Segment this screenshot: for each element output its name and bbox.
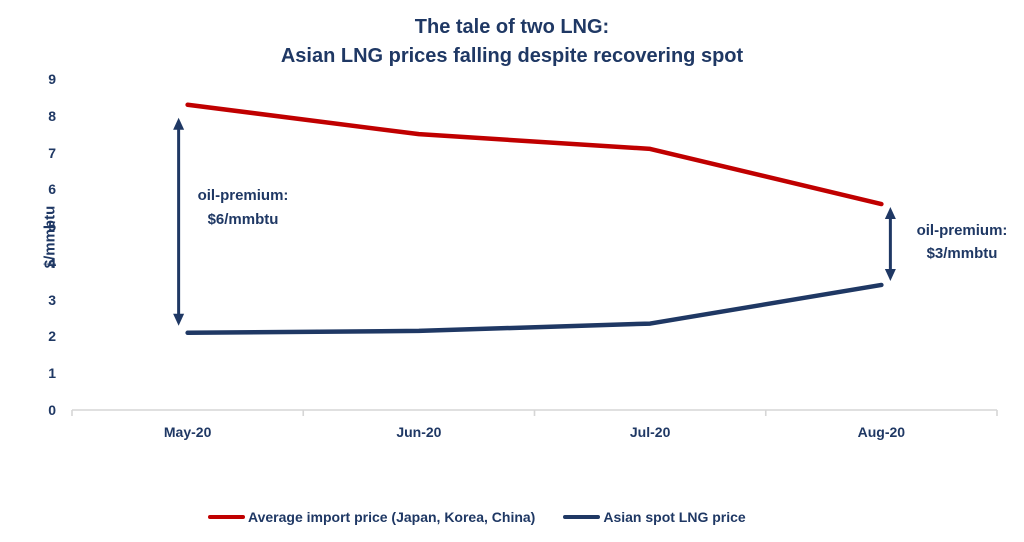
y-tick-label: 3 bbox=[48, 291, 56, 308]
x-tick-label: Jun-20 bbox=[396, 424, 442, 440]
y-tick-label: 1 bbox=[48, 365, 56, 382]
oil-premium-left-line1: oil-premium: bbox=[197, 187, 289, 204]
legend-item-spot-price: Asian spot LNG price bbox=[563, 509, 746, 525]
x-tick-label: Aug-20 bbox=[857, 424, 906, 440]
y-tick-label: 5 bbox=[48, 218, 56, 235]
legend-label-import-price: Average import price (Japan, Korea, Chin… bbox=[248, 509, 536, 525]
x-tick-label: May-20 bbox=[163, 424, 212, 440]
oil-premium-annotation-right: oil-premium: $3/mmbtu bbox=[901, 219, 1023, 265]
spot-price-line bbox=[185, 282, 884, 336]
y-tick-label: 9 bbox=[48, 71, 56, 87]
legend-item-import-price: Average import price (Japan, Korea, Chin… bbox=[208, 509, 535, 525]
legend: Average import price (Japan, Korea, Chin… bbox=[208, 509, 746, 525]
y-tick-label: 7 bbox=[48, 144, 56, 161]
y-tick-label: 0 bbox=[48, 402, 56, 418]
y-tick-label: 8 bbox=[48, 107, 56, 124]
spot-price-line-swatch bbox=[563, 515, 601, 519]
y-tick-label: 2 bbox=[48, 328, 56, 345]
legend-label-spot-price: Asian spot LNG price bbox=[603, 509, 746, 525]
chart-title: The tale of two LNG: Asian LNG prices fa… bbox=[0, 13, 1024, 71]
oil-premium-arrow-right-arrowhead-down-icon bbox=[884, 268, 896, 281]
chart-title-line2: Asian LNG prices falling despite recover… bbox=[280, 45, 744, 67]
oil-premium-right-line2: $3/mmbtu bbox=[926, 245, 998, 262]
oil-premium-annotation-left: oil-premium: $6/mmbtu bbox=[183, 184, 303, 232]
oil-premium-arrow-left-arrowhead-up-icon bbox=[173, 117, 185, 130]
import-price-line-swatch bbox=[208, 515, 245, 519]
oil-premium-arrow-right-arrowhead-up-icon bbox=[884, 207, 896, 220]
import-price-line bbox=[185, 102, 884, 207]
oil-premium-left-line2: $6/mmbtu bbox=[207, 211, 279, 228]
oil-premium-arrow-left-arrowhead-down-icon bbox=[173, 313, 185, 326]
y-tick-label: 6 bbox=[48, 181, 56, 198]
oil-premium-right-line1: oil-premium: bbox=[916, 222, 1008, 239]
y-tick-label: 4 bbox=[48, 254, 56, 271]
chart-title-line1: The tale of two LNG: bbox=[414, 16, 610, 38]
x-tick-label: Jul-20 bbox=[629, 424, 671, 440]
